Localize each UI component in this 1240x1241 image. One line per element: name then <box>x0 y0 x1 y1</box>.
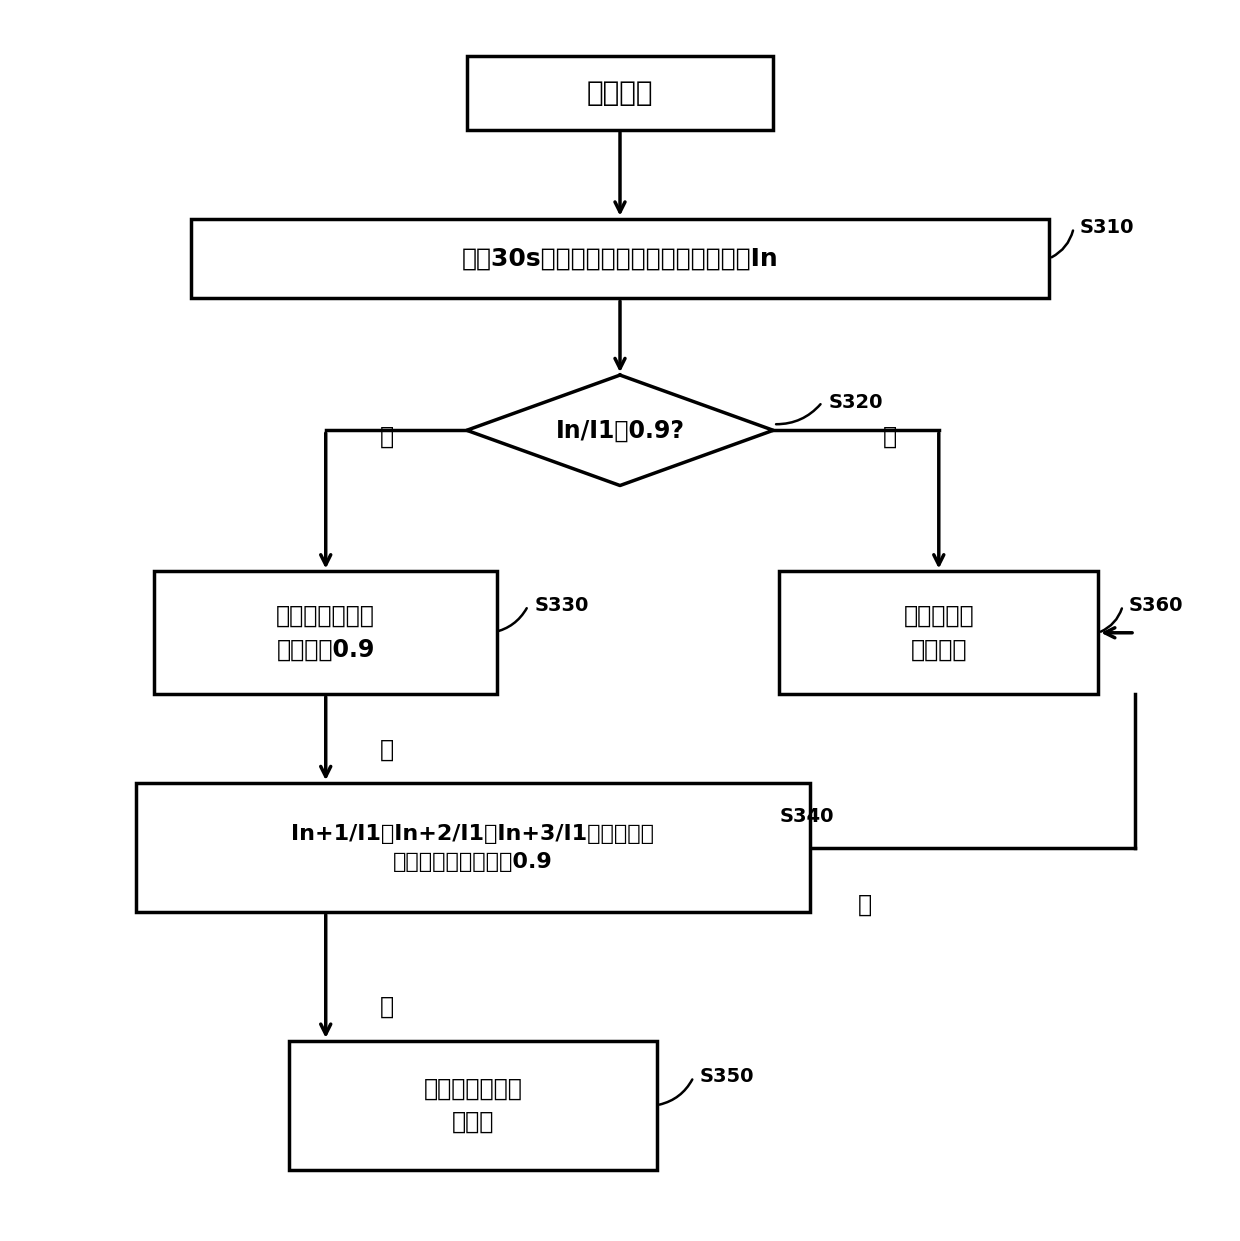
Text: In/I1＜0.9?: In/I1＜0.9? <box>556 418 684 442</box>
Text: 是: 是 <box>379 737 394 761</box>
Text: 是: 是 <box>379 995 394 1019</box>
Text: 使空调器进入除
霜模式: 使空调器进入除 霜模式 <box>423 1076 522 1134</box>
Text: 空调器维持
制热工况: 空调器维持 制热工况 <box>904 604 975 661</box>
Text: S360: S360 <box>1128 596 1183 616</box>
Bar <box>780 571 1099 694</box>
Text: 否: 否 <box>858 894 872 917</box>
Text: 制热运行: 制热运行 <box>587 79 653 107</box>
Text: 将压缩机的运行
频率降低0.9: 将压缩机的运行 频率降低0.9 <box>277 604 376 661</box>
Bar <box>289 1041 657 1169</box>
Text: In+1/I1、In+2/I1、In+3/I1的值中是否
至少有两个的值小于0.9: In+1/I1、In+2/I1、In+3/I1的值中是否 至少有两个的值小于0.… <box>291 824 655 871</box>
Bar <box>135 783 810 912</box>
Text: 每隔30s检测一次室外风机的电流平均值In: 每隔30s检测一次室外风机的电流平均值In <box>461 247 779 271</box>
Text: S340: S340 <box>780 808 833 827</box>
Text: S320: S320 <box>828 392 883 412</box>
Text: 否: 否 <box>883 424 897 448</box>
Bar <box>466 56 774 129</box>
Text: S310: S310 <box>1080 218 1135 237</box>
Text: 是: 是 <box>379 424 394 448</box>
Bar <box>191 218 1049 298</box>
Text: S350: S350 <box>699 1067 754 1086</box>
Bar <box>154 571 497 694</box>
Text: S330: S330 <box>534 596 589 616</box>
